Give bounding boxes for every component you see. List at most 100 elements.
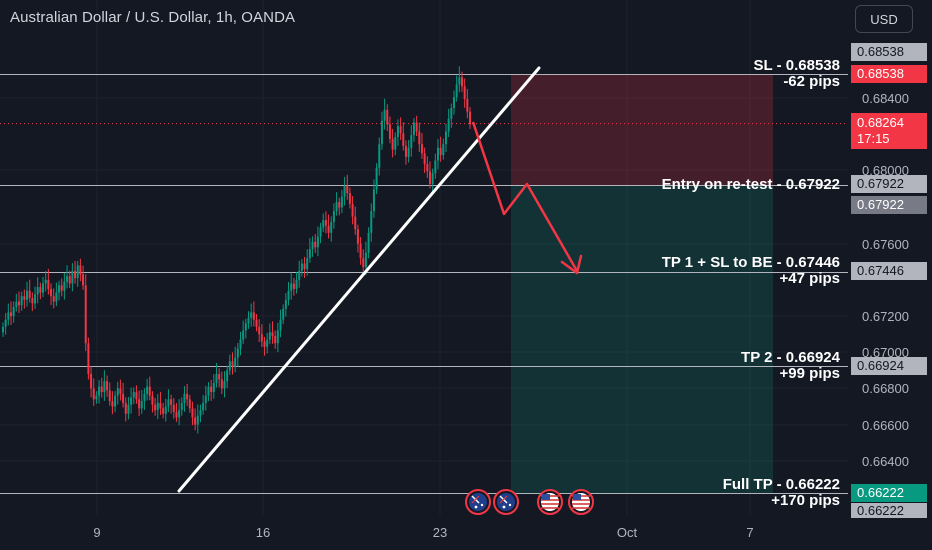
full-tp-pips-text: +170 pips [771, 492, 840, 509]
tp2-axis-tag: 0.66924 [851, 357, 927, 375]
candle-body [199, 410, 202, 416]
candle-body [335, 202, 338, 212]
candle-body [324, 220, 327, 226]
candle-body [34, 294, 37, 304]
candle-body [388, 124, 391, 139]
candle-body [50, 288, 53, 297]
currency-button[interactable]: USD [855, 5, 913, 33]
candle-body [202, 402, 205, 411]
stop-loss-label: SL - 0.68538 -62 pips [754, 58, 840, 90]
candle-body [143, 393, 146, 402]
candle-body [442, 144, 445, 156]
australia-flag-icon[interactable] [465, 489, 491, 515]
candle-body [439, 147, 442, 156]
candle-body [186, 393, 189, 400]
us-flag-icon[interactable] [537, 489, 563, 515]
candle-body [188, 399, 191, 409]
candle-body [196, 415, 199, 425]
x-tick: 23 [432, 525, 448, 540]
candle-body [410, 135, 413, 148]
candle-body [250, 312, 253, 318]
candle-body [364, 252, 367, 268]
candle-body [159, 402, 162, 409]
candle-body [122, 393, 125, 403]
candle-body [71, 270, 74, 284]
candle-body [295, 279, 298, 289]
candle-body [420, 144, 423, 154]
candle-body [287, 290, 290, 300]
full-tp-axis-tag: 0.66222 [851, 484, 927, 502]
x-tick: 7 [746, 525, 754, 540]
candle-body [28, 290, 31, 298]
trend-line [177, 66, 541, 493]
australia-flag-icon[interactable] [493, 489, 519, 515]
candle-body [415, 122, 418, 132]
candle-body [466, 98, 469, 112]
tp1-price-text: TP 1 + SL to BE - 0.67446 [661, 254, 840, 271]
stop-loss-price-text: SL - 0.68538 [753, 57, 840, 74]
candle-body [298, 270, 301, 280]
candle-body [383, 109, 386, 121]
candle-body [279, 319, 282, 331]
candle-body [311, 241, 314, 250]
candle-body [258, 326, 261, 335]
candle-body [340, 196, 343, 208]
candle-body [191, 408, 194, 418]
candle-body [74, 270, 77, 279]
candle-body [140, 401, 143, 409]
candle-body [55, 292, 58, 302]
candle-body [428, 171, 431, 184]
x-tick: 9 [93, 525, 101, 540]
candle-body [322, 220, 325, 228]
candle-body [402, 133, 405, 147]
candle-body [231, 361, 234, 367]
candle-body [12, 307, 15, 317]
candle-body [242, 330, 245, 340]
y-tick: 0.67000 [862, 345, 909, 360]
candle-body [223, 381, 226, 389]
candle-body [114, 395, 117, 407]
candle-body [380, 120, 383, 145]
candle-body [23, 296, 26, 300]
candle-body [300, 263, 303, 271]
candle-body [79, 265, 82, 275]
candle-body [431, 173, 434, 184]
candle-body [116, 388, 119, 396]
stop-loss-pips-text: -62 pips [783, 73, 840, 90]
candle-body [396, 126, 399, 137]
tp1-axis-tag: 0.67446 [851, 262, 927, 280]
candle-body [47, 279, 50, 289]
full-tp-price-text: Full TP - 0.66222 [722, 476, 840, 493]
us-flag-icon[interactable] [568, 489, 594, 515]
x-tick: Oct [616, 525, 638, 540]
candle-body [330, 221, 333, 233]
candle-body [252, 312, 255, 320]
candle-body [407, 147, 410, 157]
candle-body [247, 317, 250, 324]
candle-body [220, 379, 223, 389]
candle-body [343, 185, 346, 197]
candle-body [234, 357, 237, 367]
candle-body [66, 276, 69, 282]
candle-body [308, 249, 311, 259]
projection-arrowhead [560, 254, 583, 275]
candle-body [319, 227, 322, 237]
candle-body [60, 285, 63, 291]
candle-body [84, 285, 87, 344]
candle-body [58, 285, 61, 293]
entry-price-text: Entry on re-test - 0.67922 [661, 176, 840, 193]
candle-body [76, 265, 79, 279]
entry-axis-tag: 0.67922 [851, 196, 927, 214]
candle-body [276, 330, 279, 344]
entry-label: Entry on re-test - 0.67922 [662, 177, 840, 193]
candle-body [356, 229, 359, 244]
candle-body [303, 263, 306, 270]
candle-body [460, 77, 463, 87]
candle-body [44, 279, 47, 284]
tp1-pips-text: +47 pips [779, 270, 840, 287]
candle-body [423, 153, 426, 165]
candle-body [228, 361, 231, 371]
candle-body [447, 118, 450, 132]
